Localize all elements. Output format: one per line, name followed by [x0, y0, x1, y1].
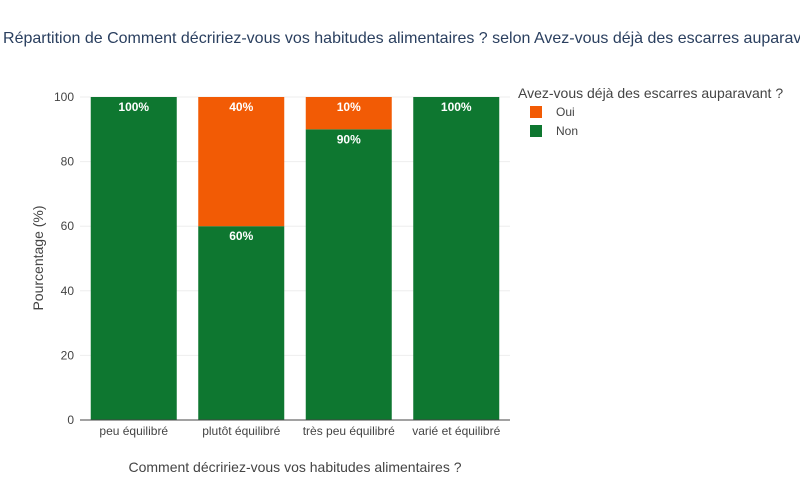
x-tick-label: très peu équilibré — [303, 424, 395, 438]
legend-label-oui: Oui — [556, 105, 575, 119]
data-label: 40% — [229, 100, 253, 114]
legend-swatch-oui — [530, 106, 542, 118]
legend: Avez-vous déjà des escarres auparavant ?… — [518, 85, 783, 138]
y-axis-title: Pourcentage (%) — [30, 205, 46, 310]
data-label: 100% — [118, 100, 149, 114]
legend-label-non: Non — [556, 124, 578, 138]
x-tick-label: plutôt équilibré — [202, 424, 280, 438]
bar-non — [305, 129, 392, 421]
data-label: 10% — [337, 100, 361, 114]
chart-title: Répartition de Comment décririez-vous vo… — [3, 30, 800, 47]
x-axis-title: Comment décririez-vous vos habitudes ali… — [128, 459, 461, 475]
y-tick-label: 20 — [61, 348, 75, 362]
y-tick-label: 100 — [54, 90, 74, 104]
y-tick-label: 0 — [67, 413, 74, 427]
x-tick-label: peu équilibré — [99, 424, 168, 438]
legend-swatch-non — [530, 125, 542, 137]
bar-non — [198, 226, 285, 420]
bar-oui — [305, 97, 392, 130]
legend-title: Avez-vous déjà des escarres auparavant ? — [518, 85, 783, 101]
y-tick-label: 60 — [61, 219, 75, 233]
data-label: 100% — [441, 100, 472, 114]
legend-items: Oui Non — [530, 105, 578, 138]
bar-oui — [198, 97, 285, 227]
x-axis-ticks: peu équilibré plutôt équilibré très peu éq… — [99, 424, 500, 438]
x-tick-label: varié et équilibré — [412, 424, 500, 438]
y-tick-label: 80 — [61, 155, 75, 169]
data-label: 90% — [337, 132, 361, 146]
y-axis-ticks: 0 20 40 60 80 100 — [54, 90, 74, 427]
data-labels: 100% 60% 40% 90% 10% 100% — [118, 100, 472, 243]
y-tick-label: 40 — [61, 284, 75, 298]
bar-non — [413, 97, 500, 420]
bar-non — [90, 97, 177, 420]
data-label: 60% — [229, 229, 253, 243]
bars — [90, 97, 500, 421]
